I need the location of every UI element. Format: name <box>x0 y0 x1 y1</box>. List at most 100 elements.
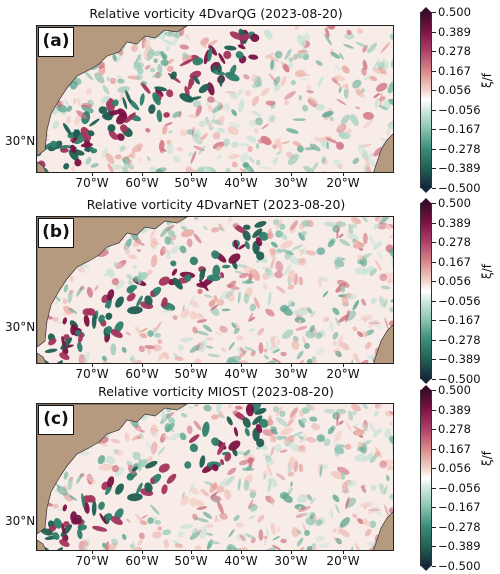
colorbar-tick-mark <box>432 320 436 322</box>
colorbar-tick-label: 0.056 <box>438 461 471 476</box>
colorbar-extend-min <box>420 378 432 384</box>
colorbar-tick-mark <box>432 281 436 283</box>
colorbar-tick-label: 0.167 <box>438 441 471 456</box>
lon-tick-mark <box>291 363 292 367</box>
colorbar-tick-mark <box>432 70 436 72</box>
colorbar-tick-label: 0.056 <box>438 83 471 98</box>
lon-tick-mark <box>241 550 242 554</box>
colorbar-tick-mark <box>432 390 436 391</box>
colorbar-tick-label: −0.500 <box>438 181 481 195</box>
colorbar-unit: ξ/f <box>480 451 494 466</box>
colorbar-tick-mark <box>432 261 436 263</box>
panel-title: Relative vorticity 4DvarNET (2023-08-20) <box>86 197 346 212</box>
colorbar-extend-min <box>420 565 432 571</box>
lon-tick-mark <box>191 550 192 554</box>
lon-tick-mark <box>343 172 344 176</box>
lon-tick-label: 20°W <box>326 554 360 568</box>
colorbar-tick-mark <box>432 12 436 13</box>
lon-tick-mark <box>92 172 93 176</box>
lon-tick-label: 50°W <box>174 554 208 568</box>
lon-tick-mark <box>241 172 242 176</box>
lon-tick-mark <box>92 550 93 554</box>
lon-tick-mark <box>142 172 143 176</box>
vorticity-map <box>36 403 394 551</box>
colorbar-tick-mark <box>432 148 436 150</box>
lat-label: 30°N <box>5 320 36 334</box>
lon-tick-mark <box>343 363 344 367</box>
panel-title: Relative vorticity 4DvarQG (2023-08-20) <box>89 6 343 21</box>
colorbar-tick-mark <box>432 300 436 302</box>
colorbar-tick-label: 0.500 <box>438 5 471 19</box>
lon-tick-mark <box>291 550 292 554</box>
panel-c: Relative vorticity MIOST (2023-08-20) (c… <box>0 383 500 574</box>
colorbar-tick-label: 0.389 <box>438 215 471 230</box>
lon-tick-label: 50°W <box>174 176 208 190</box>
colorbar-tick-mark <box>432 188 436 189</box>
colorbar-tick-mark <box>432 546 436 548</box>
vorticity-map <box>36 216 394 364</box>
lon-tick-mark <box>191 172 192 176</box>
colorbar-tick-mark <box>432 90 436 92</box>
colorbar-tick-label: −0.389 <box>438 352 481 367</box>
lon-tick-label: 50°W <box>174 367 208 381</box>
colorbar-tick-mark <box>432 468 436 470</box>
panel-label: (b) <box>38 218 74 248</box>
colorbar-tick-mark <box>432 203 436 204</box>
lon-tick-label: 70°W <box>75 554 109 568</box>
lat-label: 30°N <box>5 134 36 148</box>
colorbar-extend-max <box>420 198 432 204</box>
lon-tick-label: 40°W <box>224 176 258 190</box>
lon-tick-label: 30°W <box>274 176 308 190</box>
colorbar-tick-mark <box>432 448 436 450</box>
colorbar-tick-mark <box>432 242 436 244</box>
colorbar-tick-label: −0.389 <box>438 539 481 554</box>
lon-tick-label: 60°W <box>125 554 159 568</box>
lon-tick-label: 60°W <box>125 176 159 190</box>
colorbar-tick-label: −0.167 <box>438 313 481 328</box>
colorbar-extend-max <box>420 385 432 391</box>
colorbar-tick-label: −0.056 <box>438 480 481 495</box>
colorbar-tick-label: 0.278 <box>438 422 471 437</box>
colorbar-tick-mark <box>432 339 436 341</box>
colorbar-tick-mark <box>432 222 436 224</box>
colorbar-tick-mark <box>432 51 436 53</box>
panel-title: Relative vorticity MIOST (2023-08-20) <box>98 384 334 399</box>
vorticity-map <box>36 25 394 173</box>
panel-a: Relative vorticity 4DvarQG (2023-08-20) … <box>0 5 500 196</box>
colorbar-tick-mark <box>432 487 436 489</box>
colorbar <box>420 7 432 193</box>
colorbar-tick-mark <box>432 526 436 528</box>
colorbar-tick-label: −0.167 <box>438 122 481 137</box>
colorbar-tick-label: −0.056 <box>438 293 481 308</box>
colorbar-tick-label: 0.389 <box>438 402 471 417</box>
colorbar-tick-label: 0.278 <box>438 44 471 59</box>
lon-tick-label: 20°W <box>326 176 360 190</box>
lon-tick-mark <box>291 172 292 176</box>
lon-tick-mark <box>142 550 143 554</box>
colorbar-tick-label: 0.500 <box>438 383 471 397</box>
colorbar-tick-mark <box>432 129 436 131</box>
panel-label: (c) <box>38 405 74 435</box>
lon-tick-label: 40°W <box>224 554 258 568</box>
panel-b: Relative vorticity 4DvarNET (2023-08-20)… <box>0 196 500 387</box>
lon-tick-mark <box>142 363 143 367</box>
colorbar-tick-label: 0.167 <box>438 63 471 78</box>
colorbar-tick-label: 0.389 <box>438 24 471 39</box>
colorbar-tick-mark <box>432 359 436 361</box>
colorbar-tick-label: −0.056 <box>438 102 481 117</box>
colorbar-tick-mark <box>432 168 436 170</box>
lon-tick-label: 30°W <box>274 554 308 568</box>
colorbar-tick-mark <box>432 31 436 33</box>
colorbar-tick-label: −0.500 <box>438 559 481 573</box>
colorbar-tick-label: −0.167 <box>438 500 481 515</box>
colorbar-tick-label: −0.278 <box>438 332 481 347</box>
colorbar-tick-mark <box>432 507 436 509</box>
colorbar-unit: ξ/f <box>480 264 494 279</box>
lon-tick-label: 40°W <box>224 367 258 381</box>
lon-tick-label: 30°W <box>274 367 308 381</box>
lon-tick-label: 70°W <box>75 367 109 381</box>
colorbar-tick-label: 0.167 <box>438 254 471 269</box>
colorbar-tick-mark <box>432 109 436 111</box>
colorbar-tick-label: −0.500 <box>438 372 481 386</box>
lon-tick-mark <box>343 550 344 554</box>
